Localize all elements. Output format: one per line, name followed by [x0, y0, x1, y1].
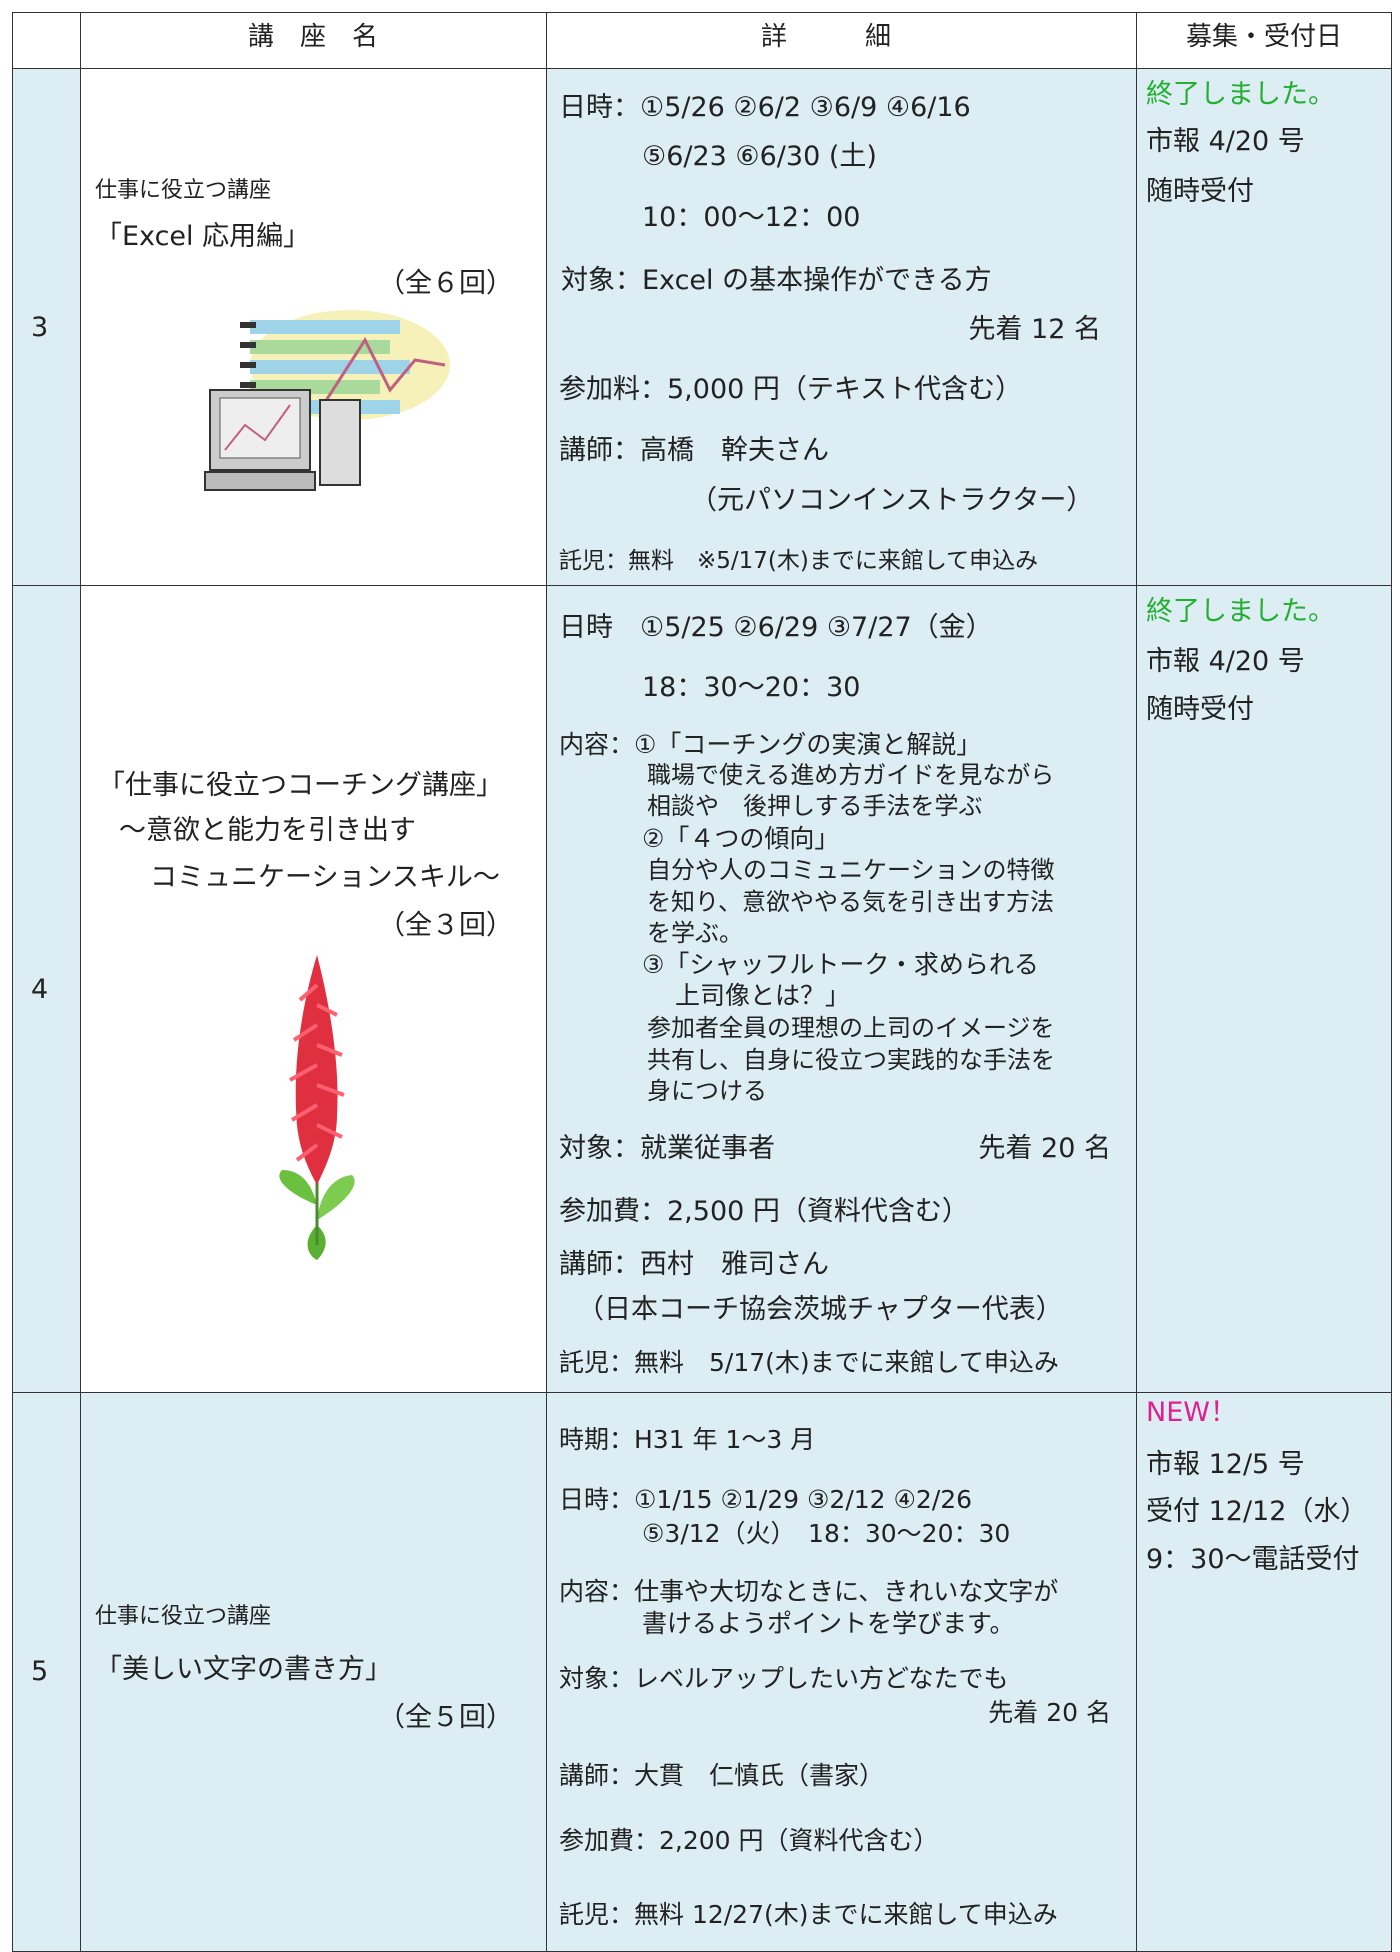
header-label: 講 座 名	[247, 22, 378, 52]
course-details: 相談や 後押しする手法を学ぶ	[647, 792, 983, 820]
course-details: 自分や人のコミュニケーションの特徴	[647, 856, 1055, 884]
course-name: （全５回）	[378, 1702, 513, 1733]
course-status: 市報 4/20 号	[1146, 126, 1305, 157]
course-details: 講師：高橋 幹夫さん	[559, 435, 829, 466]
cell	[1136, 585, 1392, 1393]
course-details: 職場で使える進め方ガイドを見ながら	[647, 761, 1055, 789]
cell	[546, 585, 1137, 1393]
course-name: 「仕事に役立つコーチング講座」	[98, 770, 503, 801]
course-details: 10：00～12：00	[642, 202, 861, 233]
course-status: 市報 12/5 号	[1146, 1449, 1305, 1480]
course-details: ③「シャッフルトーク・求められる	[642, 950, 1039, 979]
course-name: 「Excel 応用編」	[95, 221, 311, 252]
course-details: 18：30～20：30	[642, 672, 861, 703]
course-name: ～意欲と能力を引き出す	[119, 815, 416, 846]
course-details: 参加者全員の理想の上司のイメージを	[647, 1014, 1055, 1042]
course-status: NEW！	[1146, 1397, 1237, 1428]
course-details: 日時：①5/26 ②6/2 ③6/9 ④6/16	[559, 92, 971, 123]
course-status: 随時受付	[1146, 176, 1254, 207]
course-name: （全３回）	[378, 910, 513, 941]
course-status: 市報 4/20 号	[1146, 646, 1305, 677]
header-label: 詳 細	[760, 22, 891, 52]
course-name: 仕事に役立つ講座	[95, 1604, 272, 1629]
course-details: 先着 20 名	[988, 1698, 1111, 1727]
course-details: 先着 12 名	[968, 314, 1101, 345]
course-status: 終了しました。	[1146, 596, 1335, 627]
course-name: 「美しい文字の書き方」	[95, 1654, 392, 1685]
course-details: 託児：無料 12/27(木)までに来館して申込み	[559, 1900, 1058, 1929]
row-number: 3	[31, 312, 49, 343]
course-details: （元パソコンインストラクター）	[690, 485, 1094, 516]
course-details: を知り、意欲ややる気を引き出す方法	[647, 888, 1055, 916]
course-details: 内容：仕事や大切なときに、きれいな文字が	[559, 1577, 1059, 1606]
cell	[546, 1392, 1137, 1952]
cell	[546, 68, 1137, 586]
flower-illustration	[279, 955, 355, 1260]
course-details: 上司像とは？」	[675, 981, 851, 1010]
course-details: 対象：就業従事者	[559, 1133, 775, 1164]
course-details: 託児：無料 5/17(木)までに来館して申込み	[559, 1348, 1059, 1377]
course-name: 仕事に役立つ講座	[95, 178, 272, 203]
course-details: （日本コーチ協会茨城チャプター代表）	[577, 1294, 1063, 1325]
course-details: 日時：①1/15 ②1/29 ③2/12 ④2/26	[559, 1485, 973, 1514]
course-details: 対象：Excel の基本操作ができる方	[561, 265, 992, 296]
course-details: 先着 20 名	[978, 1133, 1111, 1164]
computer-illustration	[204, 310, 450, 491]
course-name: コミュニケーションスキル～	[150, 862, 500, 893]
course-details: 講師：西村 雅司さん	[559, 1249, 829, 1280]
course-details: 身につける	[647, 1077, 767, 1105]
course-status: 終了しました。	[1146, 79, 1335, 110]
course-details: 参加費：2,200 円（資料代含む）	[559, 1826, 939, 1855]
cell	[12, 68, 81, 586]
course-status: 9：30～電話受付	[1146, 1544, 1360, 1575]
header-label: 募集・受付日	[1185, 22, 1342, 52]
course-details: ⑤6/23 ⑥6/30 (土)	[642, 141, 877, 172]
course-details: 書けるようポイントを学びます。	[642, 1609, 1015, 1638]
course-details: 日時 ①5/25 ②6/29 ③7/27（金）	[559, 612, 993, 643]
course-details: 内容：①「コーチングの実演と解説」	[559, 730, 982, 759]
row-number: 4	[31, 974, 49, 1005]
course-status: 随時受付	[1146, 694, 1254, 725]
course-details: 共有し、自身に役立つ実践的な手法を	[647, 1046, 1055, 1074]
course-details: 参加料：5,000 円（テキスト代含む）	[559, 374, 1023, 405]
cell	[1136, 1392, 1392, 1952]
row-number: 5	[31, 1656, 49, 1687]
course-details: を学ぶ。	[647, 919, 743, 947]
course-details: 参加費：2,500 円（資料代含む）	[559, 1196, 969, 1227]
course-details: 時期：H31 年 1～3 月	[559, 1425, 816, 1454]
course-status: 受付 12/12（水）	[1146, 1496, 1368, 1527]
course-details: ②「４つの傾向」	[642, 824, 840, 853]
course-details: 託児：無料 ※5/17(木)までに来館して申込み	[559, 548, 1039, 574]
course-details: 講師：大貫 仁慎氏（書家）	[559, 1761, 885, 1790]
course-details: 対象：レベルアップしたい方どなたでも	[559, 1664, 1009, 1693]
header-cell	[12, 12, 81, 69]
course-name: （全６回）	[378, 268, 513, 299]
course-details: ⑤3/12（火） 18：30～20：30	[642, 1519, 1011, 1548]
cell	[1136, 68, 1392, 586]
